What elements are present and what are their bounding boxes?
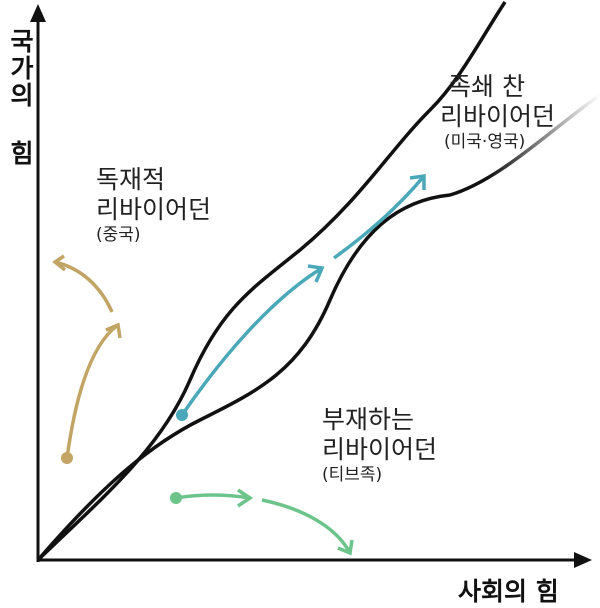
shackled-label: 족쇄 찬 리바이어던 (미국·영국) — [440, 72, 555, 152]
despotic-arrow — [65, 323, 120, 459]
start-dot — [170, 492, 182, 504]
absent-arrow — [261, 498, 352, 554]
arrowhead — [307, 264, 325, 283]
arrowhead — [337, 539, 354, 556]
despotic-label: 독재적 리바이어던 (중국) — [96, 165, 211, 245]
shackled-arrow — [180, 266, 323, 416]
region-title: 부재하는 — [322, 405, 415, 434]
region-subtitle: 리바이어던 — [440, 102, 556, 131]
start-dot — [176, 409, 188, 421]
arrowhead — [237, 488, 254, 508]
region-title: 족쇄 찬 — [448, 72, 525, 101]
x-axis-label: 사회의 힘 — [458, 577, 559, 606]
region-note: (중국) — [96, 225, 141, 245]
region-note: (티브족) — [322, 465, 383, 485]
despotic-arrow — [54, 260, 114, 313]
region-subtitle: 리바이어던 — [96, 195, 212, 224]
absent-arrow — [175, 493, 251, 500]
lower-boundary — [36, 93, 600, 562]
y-axis-arrow — [30, 4, 46, 22]
arrowhead — [52, 254, 67, 272]
region-note: (미국·영국) — [444, 132, 526, 152]
absent-label: 부재하는 리바이어던 (티브족) — [322, 405, 437, 485]
arrowhead — [409, 173, 426, 190]
y-axis-label: 국가의 힘 — [6, 28, 35, 167]
arrowhead — [105, 322, 122, 339]
start-dot — [61, 452, 73, 464]
x-axis-arrow — [574, 552, 592, 568]
region-subtitle: 리바이어던 — [322, 435, 438, 464]
region-title: 독재적 — [96, 165, 166, 194]
shackled-arrow — [332, 174, 426, 260]
